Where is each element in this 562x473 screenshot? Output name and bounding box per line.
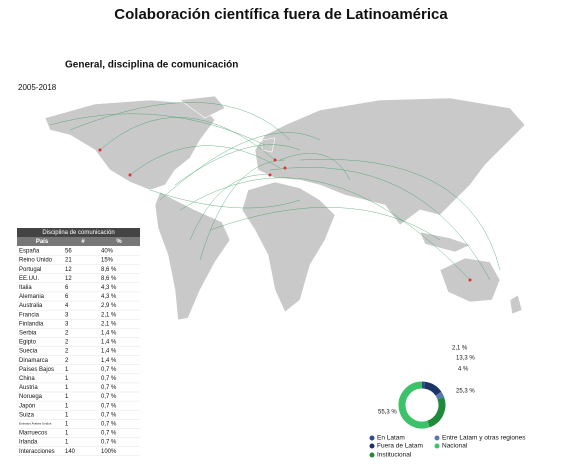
percent: 40% <box>101 249 114 255</box>
percent: 8,6 % <box>101 276 117 282</box>
column-header: País <box>36 239 49 245</box>
country: Irlanda <box>19 440 38 446</box>
legend-label: Fuera de Latam <box>377 443 423 450</box>
country: Japón <box>19 403 35 409</box>
count: 56 <box>65 249 72 255</box>
legend-swatch <box>370 436 375 441</box>
percent: 1,4 % <box>101 340 117 346</box>
percent: 2,9 % <box>101 303 117 309</box>
column-header: % <box>116 239 122 245</box>
table-title: Disciplina de comunicación <box>42 230 114 236</box>
country: Dinamarca <box>19 358 49 364</box>
country: Marruecos <box>19 431 47 437</box>
country: Alemania <box>19 294 45 300</box>
country: España <box>19 249 40 255</box>
country: Suecia <box>19 349 38 355</box>
period: 2005-2018 <box>18 83 57 92</box>
legend-label: Nacional <box>442 443 468 450</box>
percent: 2,1 % <box>101 312 117 318</box>
donut-segment <box>402 385 429 425</box>
country: China <box>19 376 35 382</box>
percent: 0,7 % <box>101 367 117 373</box>
percent: 0,7 % <box>101 412 117 418</box>
legend-label: En Latam <box>377 435 405 442</box>
count: 140 <box>65 449 76 455</box>
segment-label: 25,3 % <box>456 389 475 395</box>
legend-label: Entre Latam y otras regiones <box>442 435 526 442</box>
percent: 0,7 % <box>101 431 117 437</box>
donut-segment <box>429 398 442 424</box>
country: Portugal <box>19 267 41 273</box>
percent: 2,1 % <box>101 321 117 327</box>
title: Colaboración científica fuera de Latinoa… <box>114 6 448 23</box>
country: Reino Unido <box>19 258 53 264</box>
percent: 100% <box>101 449 117 455</box>
donut-segment <box>425 385 439 393</box>
legend-swatch <box>435 436 440 441</box>
percent: 0,7 % <box>101 385 117 391</box>
percent: 0,7 % <box>101 440 117 446</box>
percent: 4,3 % <box>101 294 117 300</box>
country: Noruega <box>19 394 43 400</box>
donut-segment <box>438 394 440 398</box>
legend-swatch <box>435 444 440 449</box>
country: Serbia <box>19 330 37 336</box>
percent: 15% <box>101 258 114 264</box>
percent: 1,4 % <box>101 358 117 364</box>
donut-chart: 2,1 % 13,3 % 4 % 25,3 % 55,3 % En LatamFuera … <box>370 346 527 459</box>
count: 12 <box>65 276 72 282</box>
segment-label: 13,3 % <box>456 356 475 362</box>
country: Países Bajos <box>19 367 54 373</box>
legend-label: Institucional <box>377 452 412 459</box>
percent: 1,4 % <box>101 330 117 336</box>
country: Interacciones <box>19 449 55 455</box>
percent: 0,7 % <box>101 376 117 382</box>
percent: 0,7 % <box>101 421 117 427</box>
segment-label: 2,1 % <box>452 346 468 352</box>
country: Australia <box>19 303 43 309</box>
count: 21 <box>65 258 72 264</box>
country: Francia <box>19 312 40 318</box>
segment-label: 55,3 % <box>378 410 397 416</box>
country: Austria <box>19 385 38 391</box>
percent: 8,6 % <box>101 267 117 273</box>
legend-swatch <box>370 444 375 449</box>
percent: 4,3 % <box>101 285 117 291</box>
segment-label: 4 % <box>458 367 469 373</box>
country: Italia <box>19 285 32 291</box>
percent: 0,7 % <box>101 394 117 400</box>
country: EE.UU. <box>19 276 39 282</box>
country: Finlandia <box>19 321 44 327</box>
country: Suiza <box>19 412 35 418</box>
percent: 1,4 % <box>101 349 117 355</box>
country: Egipto <box>19 340 37 346</box>
percent: 0,7 % <box>101 403 117 409</box>
subtitle: General, disciplina de comunicación <box>65 60 238 71</box>
count: 12 <box>65 267 72 273</box>
legend-swatch <box>370 453 375 458</box>
country: Emiratos Árabes Unidos <box>19 422 52 426</box>
